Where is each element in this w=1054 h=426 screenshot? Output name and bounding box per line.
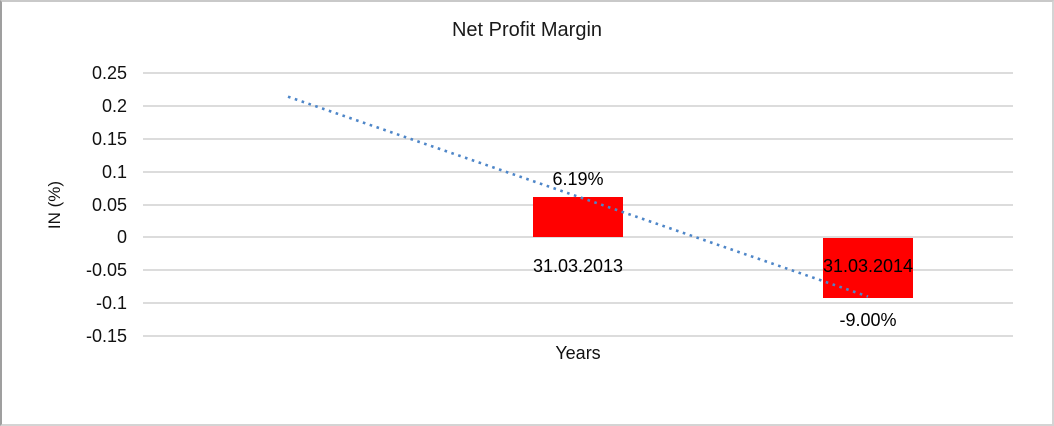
- category-label: 31.03.2013: [532, 256, 624, 277]
- gridline: [143, 335, 1013, 337]
- y-tick-label: 0.25: [91, 63, 127, 83]
- x-axis-title: Years: [555, 343, 601, 363]
- y-tick-label: -0.1: [95, 293, 127, 314]
- y-tick-label: 0.2: [101, 95, 127, 116]
- y-tick-label: -0.15: [85, 326, 127, 346]
- chart-title: Net Profit Margin: [451, 19, 603, 41]
- y-tick-label: -0.05: [85, 260, 127, 281]
- gridline: [143, 137, 1013, 140]
- gridline: [143, 72, 1013, 74]
- gridline: [143, 104, 1013, 107]
- y-tick-label: 0.1: [101, 161, 127, 182]
- bar: [533, 196, 623, 238]
- data-label: -9.00%: [839, 309, 897, 330]
- category-label: 31.03.2014: [822, 256, 914, 277]
- y-tick-label: 0: [116, 227, 127, 248]
- y-tick-label: 0.05: [91, 194, 127, 215]
- y-tick-label: 0.15: [91, 128, 127, 149]
- data-label: 6.19%: [552, 168, 604, 189]
- gridline: [143, 302, 1013, 305]
